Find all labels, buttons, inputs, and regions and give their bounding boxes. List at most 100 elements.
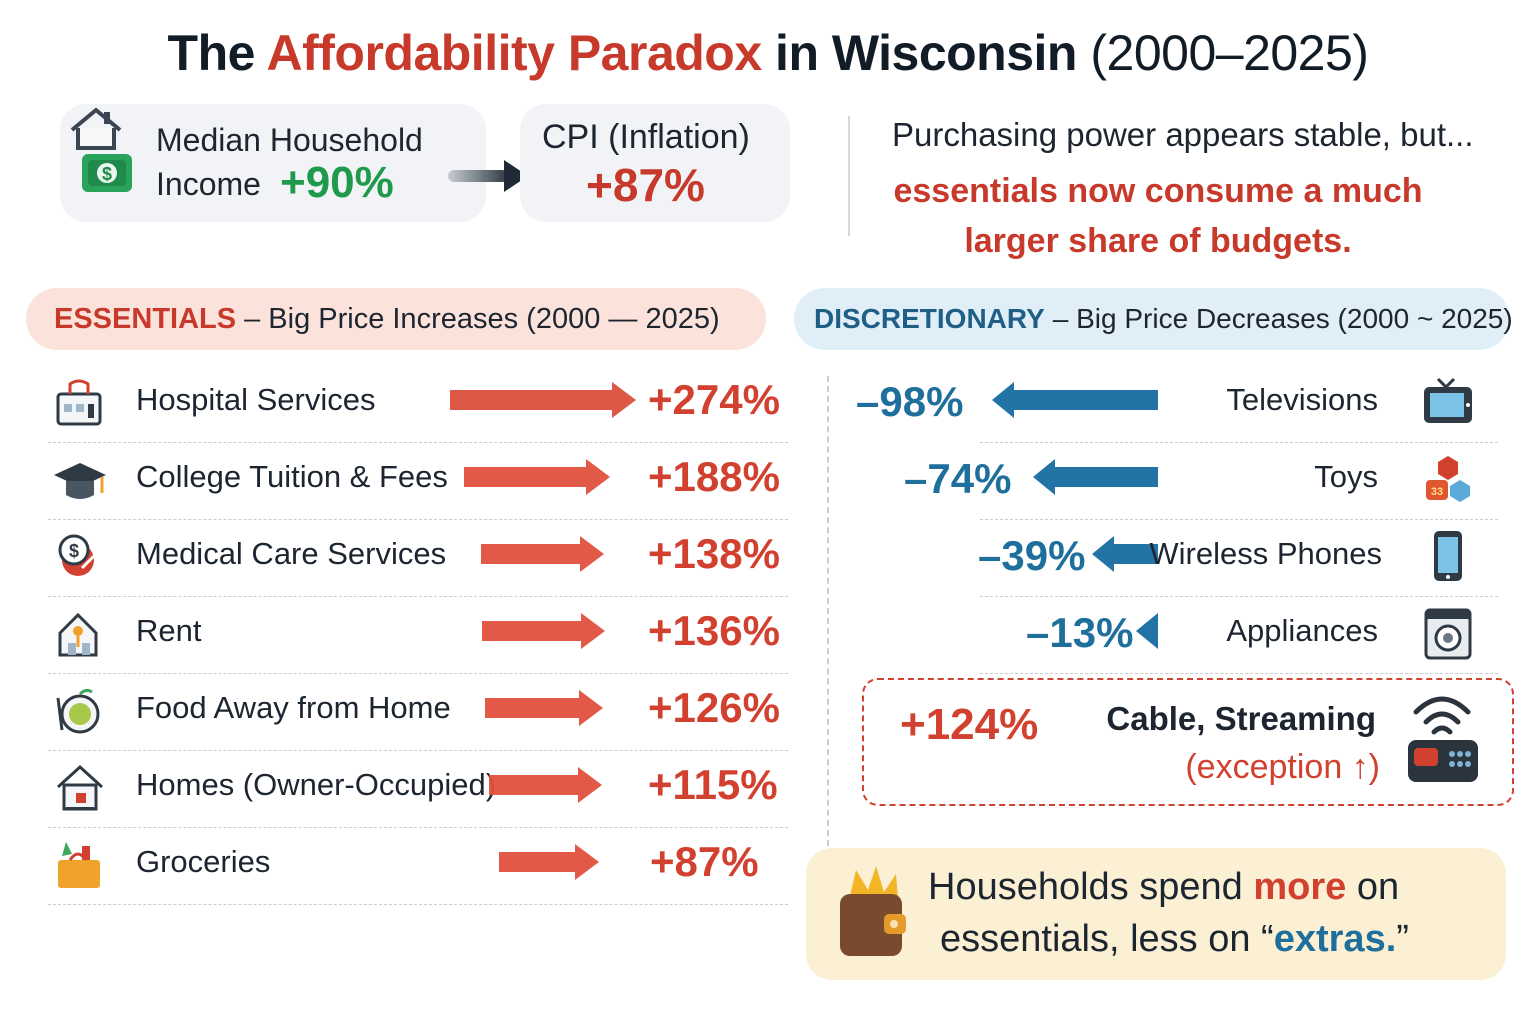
discretionary-row-value: –13% [1026,609,1134,656]
essentials-row-value: +87% [650,838,759,885]
house-outline-icon [70,108,122,150]
wallet-icon [840,866,906,956]
router-icon [1408,696,1478,782]
medical-icon: $ [58,534,96,576]
discretionary-header: DISCRETIONARY – Big Price Decreases (200… [794,288,1513,350]
essentials-row-label: Medical Care Services [136,536,447,571]
essentials-row-label: Groceries [136,844,271,879]
svg-text:$: $ [69,541,79,561]
essentials-row-label: Food Away from Home [136,690,451,725]
note-line2: essentials now consume a much [893,172,1423,210]
discretionary-row-value: –98% [856,378,964,425]
essentials-row: Groceries +87% [0,830,800,907]
exception-note: (exception ↑) [1185,748,1380,786]
essentials-bar [485,690,603,726]
essentials-row: Hospital Services +274% [0,368,800,445]
top-divider [848,116,850,236]
essentials-row-value: +188% [648,453,780,500]
cpi-stat-box: CPI (Inflation) +87% [520,104,790,222]
essentials-row: Food Away from Home +126% [0,676,800,753]
income-value: +90% [280,158,394,207]
title-mid: in Wisconsin [775,25,1077,81]
essentials-bar [489,767,602,803]
essentials-row: Rent +136% [0,599,800,676]
discretionary-bar [1033,459,1158,495]
dollar-bill-icon: $ [82,154,132,192]
television-icon [1424,377,1472,423]
row-separator [48,442,788,443]
essentials-header-rest: – Big Price Increases (2000 — 2025) [244,302,720,335]
discretionary-row-label: Toys [1314,459,1378,494]
essentials-bar [464,459,610,495]
income-label-line1: Median Household [156,122,423,158]
essentials-row-value: +115% [648,761,778,808]
discretionary-row-value: –74% [904,455,1012,502]
food-icon [56,688,100,734]
row-separator [48,596,788,597]
house-icon [58,612,98,657]
row-separator [48,519,788,520]
discretionary-header-rest: – Big Price Decreases (2000 ~ 2025) [1052,303,1513,334]
discretionary-bar [1136,613,1158,649]
essentials-row-value: +136% [648,607,780,654]
essentials-header: ESSENTIALS – Big Price Increases (2000 —… [26,288,766,350]
phone-icon [1434,531,1462,581]
essentials-row-label: Rent [136,613,202,648]
exception-value: +124% [900,700,1039,749]
row-separator [980,596,1498,597]
essentials-bar [499,844,599,880]
summary-extras: extras. [1273,918,1397,960]
discretionary-header-strong: DISCRETIONARY [814,303,1045,334]
discretionary-bar [992,382,1158,418]
row-separator [48,750,788,751]
note-highlight: essentials now consume a much larger sha… [858,166,1458,266]
exception-box: +124% Cable, Streaming (exception ↑) [862,678,1514,806]
page-title: The Affordability Paradox in Wisconsin (… [0,24,1536,82]
essentials-bar [450,382,636,418]
discretionary-row: –39% Wireless Phones [0,522,1536,599]
essentials-row-label: College Tuition & Fees [136,459,448,494]
discretionary-row: –13% Appliances [0,599,1536,676]
note-line3: larger share of budgets. [964,222,1352,260]
exception-label: Cable, Streaming [1106,700,1376,737]
row-separator [48,827,788,828]
essentials-row: College Tuition & Fees +188% [0,445,800,522]
essentials-bar [482,613,605,649]
summary-l1a: Households spend [928,866,1243,908]
summary-l1b: on [1356,866,1400,908]
row-separator [48,673,788,674]
right-arrow-icon [448,160,528,192]
toys-icon: 33 [1426,456,1470,502]
essentials-row-label: Hospital Services [136,382,376,417]
hospital-icon [56,379,102,426]
discretionary-row-value: –39% [978,532,1086,579]
discretionary-bar [1092,536,1158,572]
groceries-icon [58,842,100,888]
cpi-value: +87% [586,159,705,211]
discretionary-row: –98% Televisions [0,368,1536,445]
title-highlight: Affordability Paradox [266,25,763,81]
title-years: (2000–2025) [1090,25,1369,81]
row-separator [980,673,1498,674]
appliance-icon [1424,608,1472,660]
discretionary-row: –74% Toys 33 [0,445,1536,522]
income-stat-box: $ Median Household Income +90% [60,104,486,222]
discretionary-row-label: Appliances [1226,613,1378,648]
summary-l2a: essentials, less on “ [940,918,1274,960]
discretionary-row-label: Wireless Phones [1149,536,1382,571]
summary-l2b: ” [1396,918,1409,960]
row-separator [980,519,1498,520]
essentials-header-strong: ESSENTIALS [54,302,237,335]
essentials-row: Homes (Owner-Occupied) +115% [0,753,800,830]
row-separator [48,904,788,905]
title-prefix: The [167,25,256,81]
svg-text:33: 33 [1431,486,1443,498]
essentials-bar [481,536,604,572]
column-divider [827,376,829,856]
essentials-row-value: +138% [648,530,780,577]
graduation-cap-icon [54,463,106,499]
essentials-row-label: Homes (Owner-Occupied) [136,767,497,802]
home-icon [56,764,104,811]
income-label-line2: Income [156,166,261,202]
discretionary-row-label: Televisions [1226,382,1378,417]
